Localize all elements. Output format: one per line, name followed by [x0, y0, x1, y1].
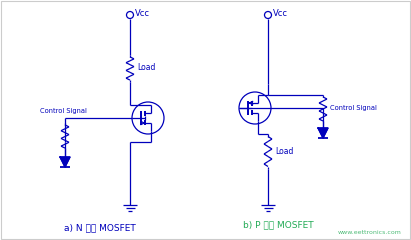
Text: a) N 沟道 MOSFET: a) N 沟道 MOSFET	[64, 223, 136, 233]
Text: Vcc: Vcc	[273, 10, 288, 18]
Polygon shape	[318, 128, 328, 138]
Text: b) P 沟道 MOSFET: b) P 沟道 MOSFET	[242, 221, 313, 229]
Text: Vcc: Vcc	[135, 10, 150, 18]
Text: www.eettronics.com: www.eettronics.com	[338, 229, 402, 234]
Text: Control Signal: Control Signal	[330, 105, 377, 111]
Polygon shape	[60, 157, 70, 167]
Text: Load: Load	[275, 146, 293, 156]
Text: Load: Load	[137, 64, 155, 72]
Text: Control Signal: Control Signal	[40, 108, 87, 114]
